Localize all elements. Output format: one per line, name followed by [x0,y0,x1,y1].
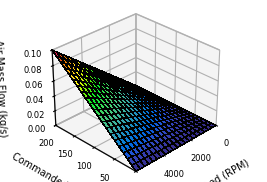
Y-axis label: Commanded Torque (Nm): Commanded Torque (Nm) [10,151,123,182]
X-axis label: Engine Speed (RPM): Engine Speed (RPM) [160,158,251,182]
